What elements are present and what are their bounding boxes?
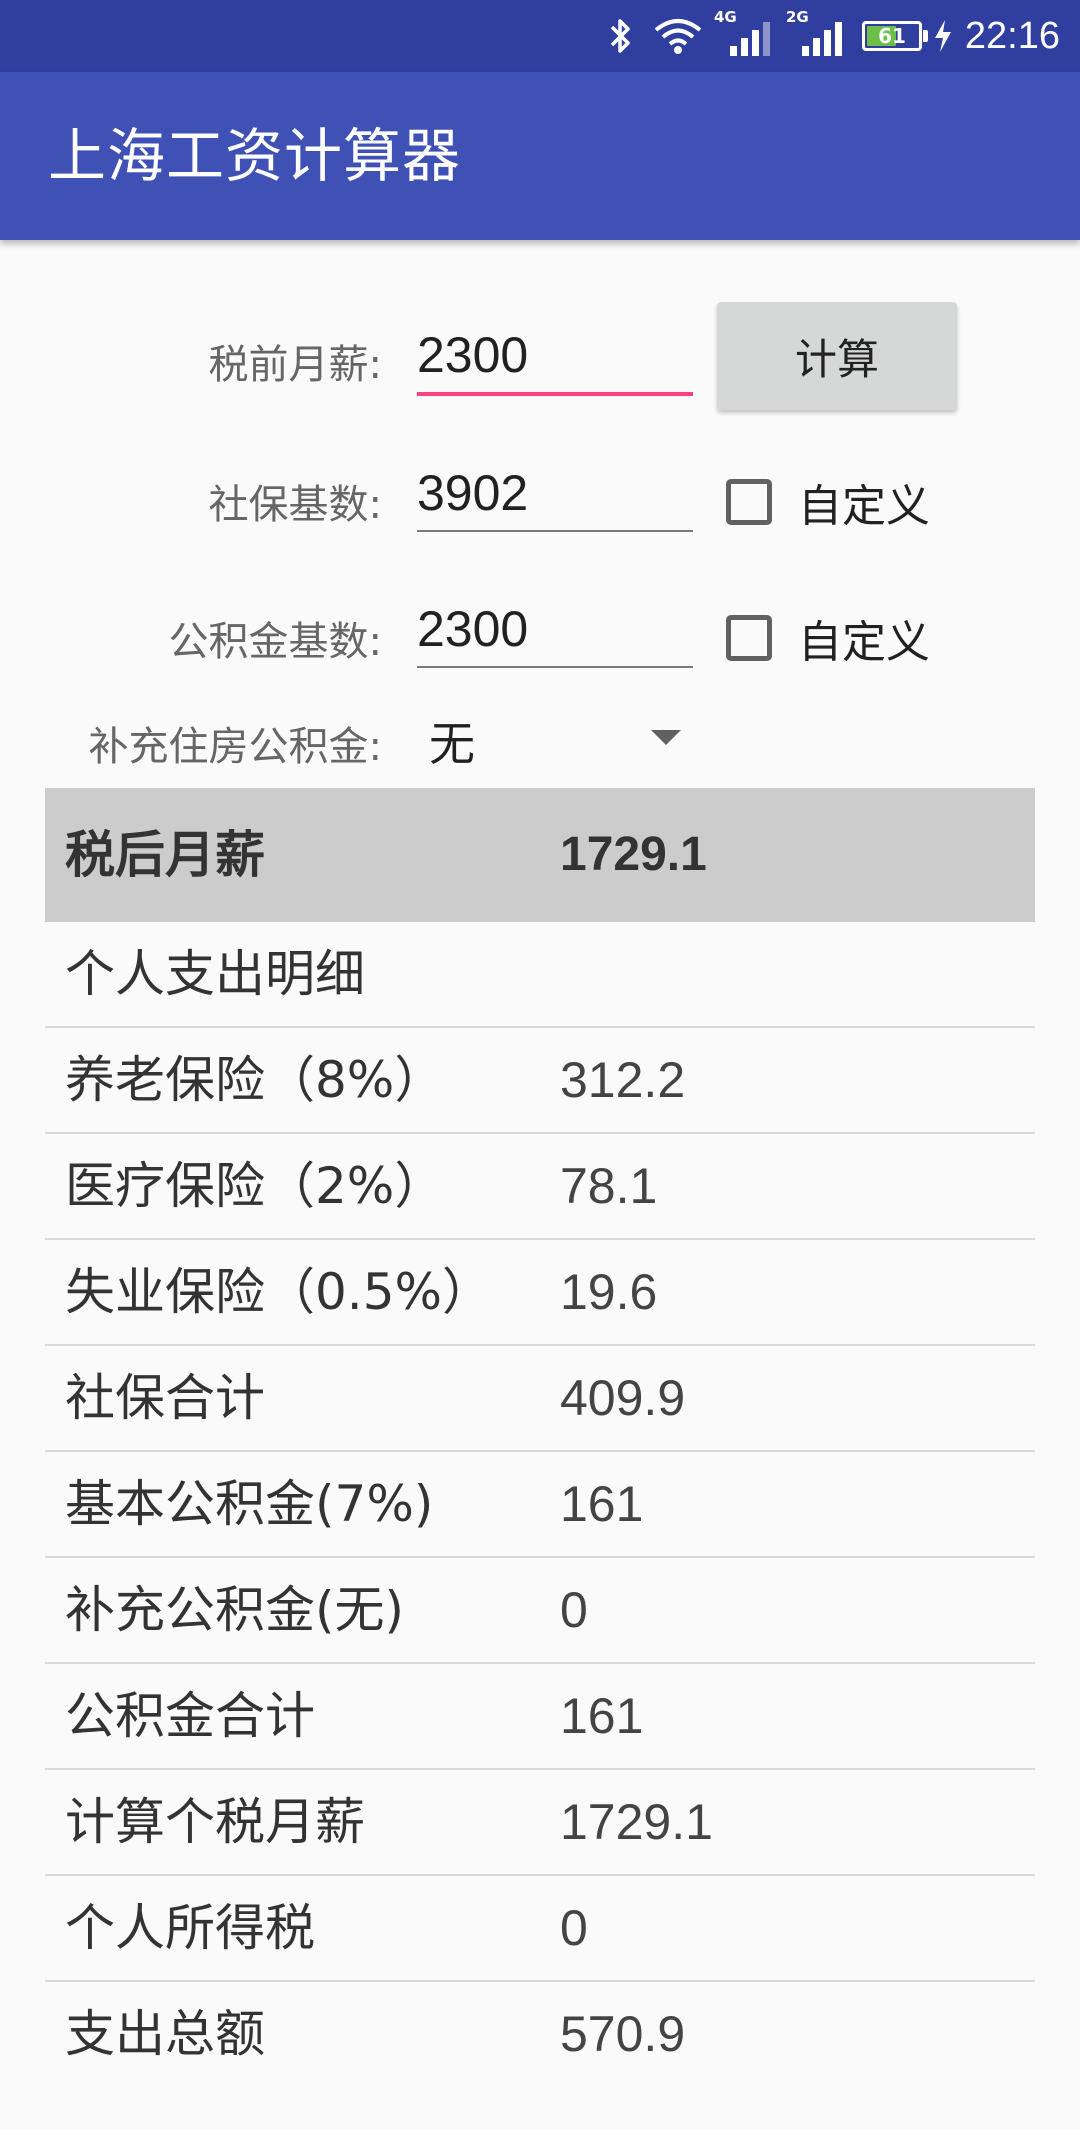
row-value: 0	[560, 1582, 588, 1638]
social-custom-checkbox[interactable]	[726, 479, 772, 525]
table-row: 基本公积金(7%) 161	[45, 1452, 1035, 1558]
table-row: 公积金合计 161	[45, 1664, 1035, 1770]
network-type-label: 4G	[714, 8, 737, 26]
row-value: 19.6	[560, 1264, 658, 1320]
table-row: 医疗保险（2%） 78.1	[45, 1134, 1035, 1240]
row-label: 社保合计	[65, 1369, 265, 1427]
app-toolbar: 上海工资计算器	[0, 72, 1080, 240]
row-value: 0	[560, 1900, 588, 1956]
row-value: 161	[560, 1688, 644, 1744]
supplement-dropdown[interactable]: 无	[417, 704, 693, 776]
salary-label: 税前月薪:	[208, 342, 382, 388]
status-bar: 4G 2G 61 22:16	[0, 0, 1080, 72]
expense-detail-table: 个人支出明细 养老保险（8%） 312.2 医疗保险（2%） 78.1 失业保险…	[45, 922, 1035, 2088]
table-row: 补充公积金(无) 0	[45, 1558, 1035, 1664]
salary-input[interactable]: 2300	[417, 326, 693, 396]
row-label: 失业保险（0.5%）	[65, 1263, 493, 1321]
clock: 22:16	[964, 14, 1060, 57]
signal-icon: 2G	[784, 0, 846, 72]
fund-custom-checkbox[interactable]	[726, 615, 772, 661]
supplement-selected: 无	[429, 717, 475, 771]
supplement-label: 补充住房公积金:	[88, 724, 382, 770]
battery-icon: 61	[862, 0, 962, 72]
signal-icon: 4G	[712, 0, 774, 72]
row-value: 1729.1	[560, 1794, 713, 1850]
row-label: 公积金合计	[65, 1687, 315, 1745]
social-custom-toggle[interactable]: 自定义	[726, 470, 930, 534]
app-title: 上海工资计算器	[48, 122, 462, 190]
charging-icon	[935, 20, 951, 52]
section-title: 个人支出明细	[65, 945, 365, 1003]
row-value: 78.1	[560, 1158, 658, 1214]
row-label: 个人所得税	[65, 1899, 315, 1957]
net-salary-label: 税后月薪	[65, 826, 265, 884]
table-row: 养老保险（8%） 312.2	[45, 1028, 1035, 1134]
social-base-label: 社保基数:	[208, 482, 382, 528]
battery-fill	[867, 26, 896, 46]
fund-custom-label: 自定义	[798, 617, 930, 668]
table-row: 支出总额 570.9	[45, 1982, 1035, 2088]
social-custom-label: 自定义	[798, 481, 930, 532]
calculate-button[interactable]: 计算	[717, 302, 957, 410]
fund-base-label: 公积金基数:	[168, 619, 382, 665]
net-salary-value: 1729.1	[560, 828, 707, 881]
row-label: 基本公积金(7%)	[65, 1475, 434, 1533]
battery-level: 61	[878, 24, 906, 48]
table-row: 计算个税月薪 1729.1	[45, 1770, 1035, 1876]
table-row: 失业保险（0.5%） 19.6	[45, 1240, 1035, 1346]
row-value: 409.9	[560, 1370, 686, 1426]
row-value: 312.2	[560, 1052, 686, 1108]
net-salary-row: 税后月薪 1729.1	[45, 788, 1035, 922]
row-label: 支出总额	[65, 2005, 265, 2063]
social-base-input[interactable]: 3902	[417, 464, 693, 532]
section-header-row: 个人支出明细	[45, 922, 1035, 1028]
row-value: 570.9	[560, 2006, 686, 2062]
row-label: 养老保险（8%）	[65, 1051, 445, 1109]
network-type-label: 2G	[786, 8, 809, 26]
table-row: 社保合计 409.9	[45, 1346, 1035, 1452]
dropdown-arrow-icon	[651, 730, 681, 745]
row-label: 医疗保险（2%）	[65, 1157, 445, 1215]
row-label: 计算个税月薪	[65, 1793, 365, 1851]
bluetooth-icon	[606, 0, 640, 72]
row-value: 161	[560, 1476, 644, 1532]
fund-custom-toggle[interactable]: 自定义	[726, 606, 930, 670]
table-row: 个人所得税 0	[45, 1876, 1035, 1982]
wifi-icon	[652, 0, 708, 72]
fund-base-input[interactable]: 2300	[417, 600, 693, 668]
row-label: 补充公积金(无)	[65, 1581, 405, 1639]
